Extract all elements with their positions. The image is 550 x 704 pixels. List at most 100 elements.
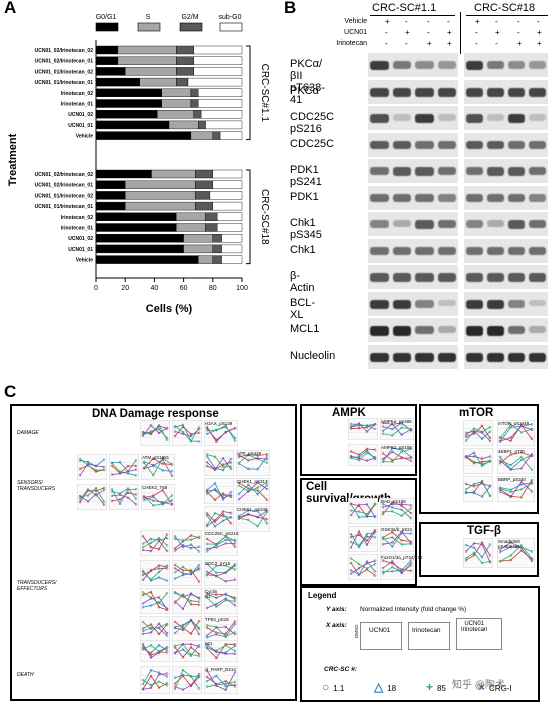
plot-point xyxy=(197,566,201,570)
plot-point xyxy=(213,525,217,528)
plot-point xyxy=(265,498,269,502)
plot-point xyxy=(102,465,106,469)
plot-series-line xyxy=(174,536,200,541)
legend-label-2: G2/M xyxy=(181,14,198,21)
blot-band xyxy=(437,273,456,282)
plot-point xyxy=(152,473,155,477)
plot-point xyxy=(94,492,98,496)
plot-point xyxy=(480,482,484,485)
plot-point xyxy=(357,533,361,537)
plot-series-line xyxy=(465,541,491,561)
bar-segment-sub-G0 xyxy=(197,88,243,98)
plot-point xyxy=(173,651,177,655)
plot-point xyxy=(247,453,250,457)
mini-plot xyxy=(204,420,238,446)
bar-segment-sub-G0 xyxy=(212,169,243,179)
plot-point xyxy=(365,503,369,506)
plot-point xyxy=(110,490,114,493)
crc-label: CRG-I xyxy=(489,684,512,693)
plot-point xyxy=(197,550,201,553)
plot-point xyxy=(189,534,193,537)
plot-point xyxy=(265,458,269,461)
plot-point xyxy=(86,488,90,491)
blot-band xyxy=(487,326,504,336)
plot-point xyxy=(224,431,227,434)
plot-frame xyxy=(140,640,170,662)
category-label: Irinotecan_02 xyxy=(61,215,93,221)
plot-point xyxy=(165,646,169,649)
plot-point xyxy=(215,596,218,600)
blot-band xyxy=(415,61,434,69)
legend-swatch-1 xyxy=(137,22,161,32)
plot-point xyxy=(157,601,161,605)
plot-point xyxy=(215,656,218,660)
plot-point xyxy=(256,489,259,492)
plot-series-line xyxy=(499,456,533,471)
plot-point xyxy=(215,429,218,432)
plot-series-line xyxy=(111,494,137,505)
plot-point xyxy=(152,495,155,499)
plot-point xyxy=(464,556,468,560)
plot-point xyxy=(400,539,403,542)
category-label: Irinotecan_01 xyxy=(61,226,93,232)
plot-point xyxy=(480,424,484,428)
plot-point xyxy=(189,538,193,542)
bar-segment-G0/G1 xyxy=(95,255,199,264)
blot-band xyxy=(437,352,456,363)
plot-point xyxy=(498,548,502,551)
plot-point xyxy=(224,644,227,647)
panel-c-letter: C xyxy=(4,382,17,401)
plot-point xyxy=(215,626,218,629)
plot-point xyxy=(381,570,385,574)
panel-b-letter: B xyxy=(284,0,297,17)
plot-point xyxy=(381,559,385,562)
plot-point xyxy=(530,478,534,482)
mini-plot xyxy=(348,418,378,440)
x-tick-label-80: 80 xyxy=(209,285,217,292)
crc-symbol: + xyxy=(426,680,434,694)
plot-point xyxy=(233,562,237,566)
plot-frame xyxy=(140,666,170,694)
plot-series-line xyxy=(174,645,200,657)
plot-point xyxy=(221,498,225,501)
plot-point xyxy=(400,426,403,429)
plot-point xyxy=(498,560,502,563)
plot-series-line xyxy=(174,619,200,629)
plot-point xyxy=(215,684,218,687)
plot-series-line xyxy=(382,423,412,436)
blot-band xyxy=(392,114,411,121)
group-divider xyxy=(460,12,461,54)
plot-point xyxy=(365,532,369,536)
plot-point xyxy=(472,491,476,495)
blot-band xyxy=(529,61,546,69)
bar-segment-G0/G1 xyxy=(95,109,158,119)
plot-point xyxy=(488,455,492,458)
plot-point xyxy=(265,509,269,512)
plot-point xyxy=(181,432,185,436)
plot-label: Cyclin B1 xyxy=(205,589,218,599)
plot-series-line xyxy=(174,620,200,634)
blot-band xyxy=(466,246,483,255)
plot-point xyxy=(181,624,185,628)
plot-point xyxy=(141,678,145,682)
row-label-death: DEATH xyxy=(17,672,34,678)
bar-segment-G2/M xyxy=(212,255,222,264)
plot-frame xyxy=(172,530,202,556)
plot-point xyxy=(409,503,413,507)
plot-point xyxy=(357,422,361,425)
plot-point xyxy=(173,563,177,567)
plot-point xyxy=(357,457,361,460)
mini-plot xyxy=(172,530,202,556)
plot-point xyxy=(157,632,161,636)
plot-point xyxy=(94,469,98,472)
plot-point xyxy=(464,433,468,437)
plot-series-line xyxy=(174,544,200,551)
plot-series-line xyxy=(142,669,168,685)
plot-point xyxy=(110,499,114,503)
plot-point xyxy=(357,453,361,457)
plot-point xyxy=(205,596,209,599)
bar-segment-G2/M xyxy=(212,131,221,140)
plot-label: FoxO1/3a_pT24/T32 xyxy=(381,555,423,560)
plot-point xyxy=(365,515,369,518)
plot-point xyxy=(221,510,225,513)
